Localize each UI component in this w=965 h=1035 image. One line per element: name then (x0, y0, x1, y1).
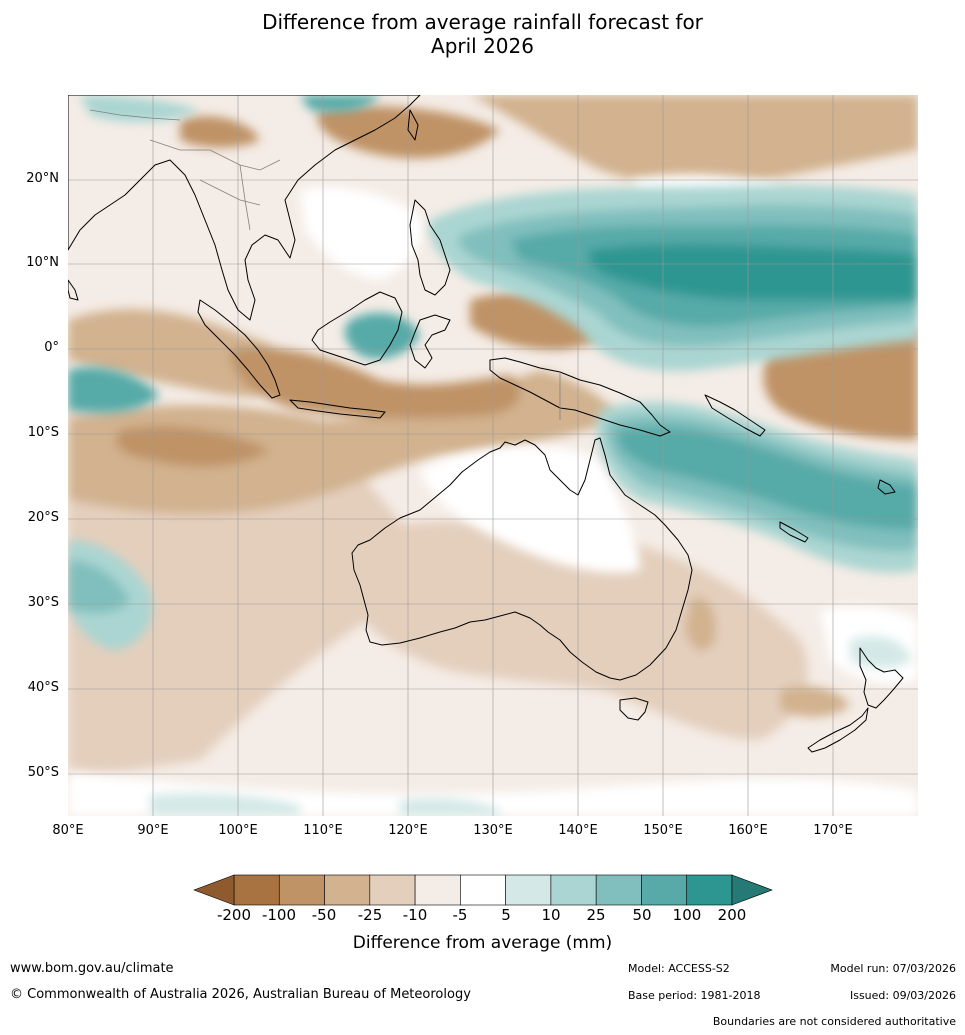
sulawesi-coastline (409, 314, 451, 369)
model-run-text: Model run: 07/03/2026 (830, 962, 956, 975)
lat-label-50s: 50°S (27, 765, 59, 780)
title-line-1: Difference from average rainfall forecas… (262, 10, 703, 34)
colorbar-segment (278, 874, 325, 906)
copyright-text: © Commonwealth of Australia 2026, Austra… (10, 987, 471, 1002)
colorbar-tick: 10 (541, 906, 561, 924)
lat-label-10s: 10°S (27, 425, 59, 440)
colorbar-segment (505, 874, 552, 906)
colorbar-tick: 200 (717, 906, 747, 924)
lat-label-40s: 40°S (27, 680, 59, 695)
colorbar-segment (595, 874, 642, 906)
colorbar-tick: -100 (261, 906, 297, 924)
lon-label-80e: 80°E (52, 823, 84, 838)
lon-label-140e: 140°E (558, 823, 598, 838)
lon-label-100e: 100°E (218, 823, 258, 838)
new-caledonia-coastline (779, 521, 809, 543)
base-period-text: Base period: 1981-2018 (628, 989, 761, 1002)
colorbar-tick: -200 (216, 906, 252, 924)
lon-label-110e: 110°E (303, 823, 343, 838)
lat-label-20n: 20°N (26, 171, 59, 186)
colorbar-tick: -5 (452, 906, 468, 924)
colorbar-over-arrow (731, 874, 773, 906)
java-coastline (289, 399, 386, 419)
colorbar-label: Difference from average (mm) (352, 933, 613, 953)
colorbar-tick: -25 (357, 906, 383, 924)
issued-text: Issued: 09/03/2026 (849, 989, 956, 1002)
new-zealand-south-coastline (807, 707, 869, 753)
lat-label-30s: 30°S (27, 595, 59, 610)
lon-label-130e: 130°E (473, 823, 513, 838)
colorbar-segment (369, 874, 416, 906)
colorbar-tick: 100 (672, 906, 702, 924)
rainfall-anomaly-map (68, 95, 918, 816)
country-borders (89, 109, 561, 420)
website-text: www.bom.gov.au/climate (10, 961, 174, 976)
colorbar-under-arrow (193, 874, 235, 906)
colorbar-segment (233, 874, 280, 906)
borneo-coastline (311, 291, 403, 366)
lon-label-170e: 170°E (813, 823, 853, 838)
lon-label-160e: 160°E (728, 823, 768, 838)
india-coastline (68, 279, 79, 301)
lon-label-150e: 150°E (643, 823, 683, 838)
australia-coastline (351, 437, 693, 681)
colorbar-tick: 25 (586, 906, 606, 924)
fiji-coastline (877, 479, 896, 495)
anomaly-fields (68, 95, 918, 816)
solomon-islands-coastline (704, 394, 766, 437)
colorbar-tick: 50 (632, 906, 652, 924)
colorbar-tick: 5 (501, 906, 511, 924)
lat-label-0: 0° (44, 340, 59, 355)
model-text: Model: ACCESS-S2 (628, 962, 730, 975)
lat-label-10n: 10°N (26, 255, 59, 270)
graticule (68, 95, 918, 816)
asia-coastline (68, 95, 421, 321)
sumatra-coastline (197, 299, 281, 399)
colorbar-segment (460, 874, 506, 906)
title-line-2: April 2026 (431, 34, 534, 58)
lat-label-20s: 20°S (27, 510, 59, 525)
tasmania-coastline (619, 697, 649, 721)
colorbar-tick: -50 (311, 906, 337, 924)
disclaimer-text: Boundaries are not considered authoritat… (712, 1015, 956, 1028)
colorbar-segment (550, 874, 597, 906)
lon-label-90e: 90°E (137, 823, 169, 838)
colorbar-tick: -10 (402, 906, 428, 924)
lon-label-120e: 120°E (388, 823, 428, 838)
colorbar-segment (414, 874, 461, 906)
colorbar-segment (324, 874, 371, 906)
taiwan-coastline (407, 109, 419, 141)
philippines-coastline (409, 199, 451, 296)
map-title: Difference from average rainfall forecas… (0, 10, 965, 58)
new-zealand-north-coastline (859, 647, 904, 709)
colorbar-segment (641, 874, 688, 906)
colorbar-segment (686, 874, 733, 906)
